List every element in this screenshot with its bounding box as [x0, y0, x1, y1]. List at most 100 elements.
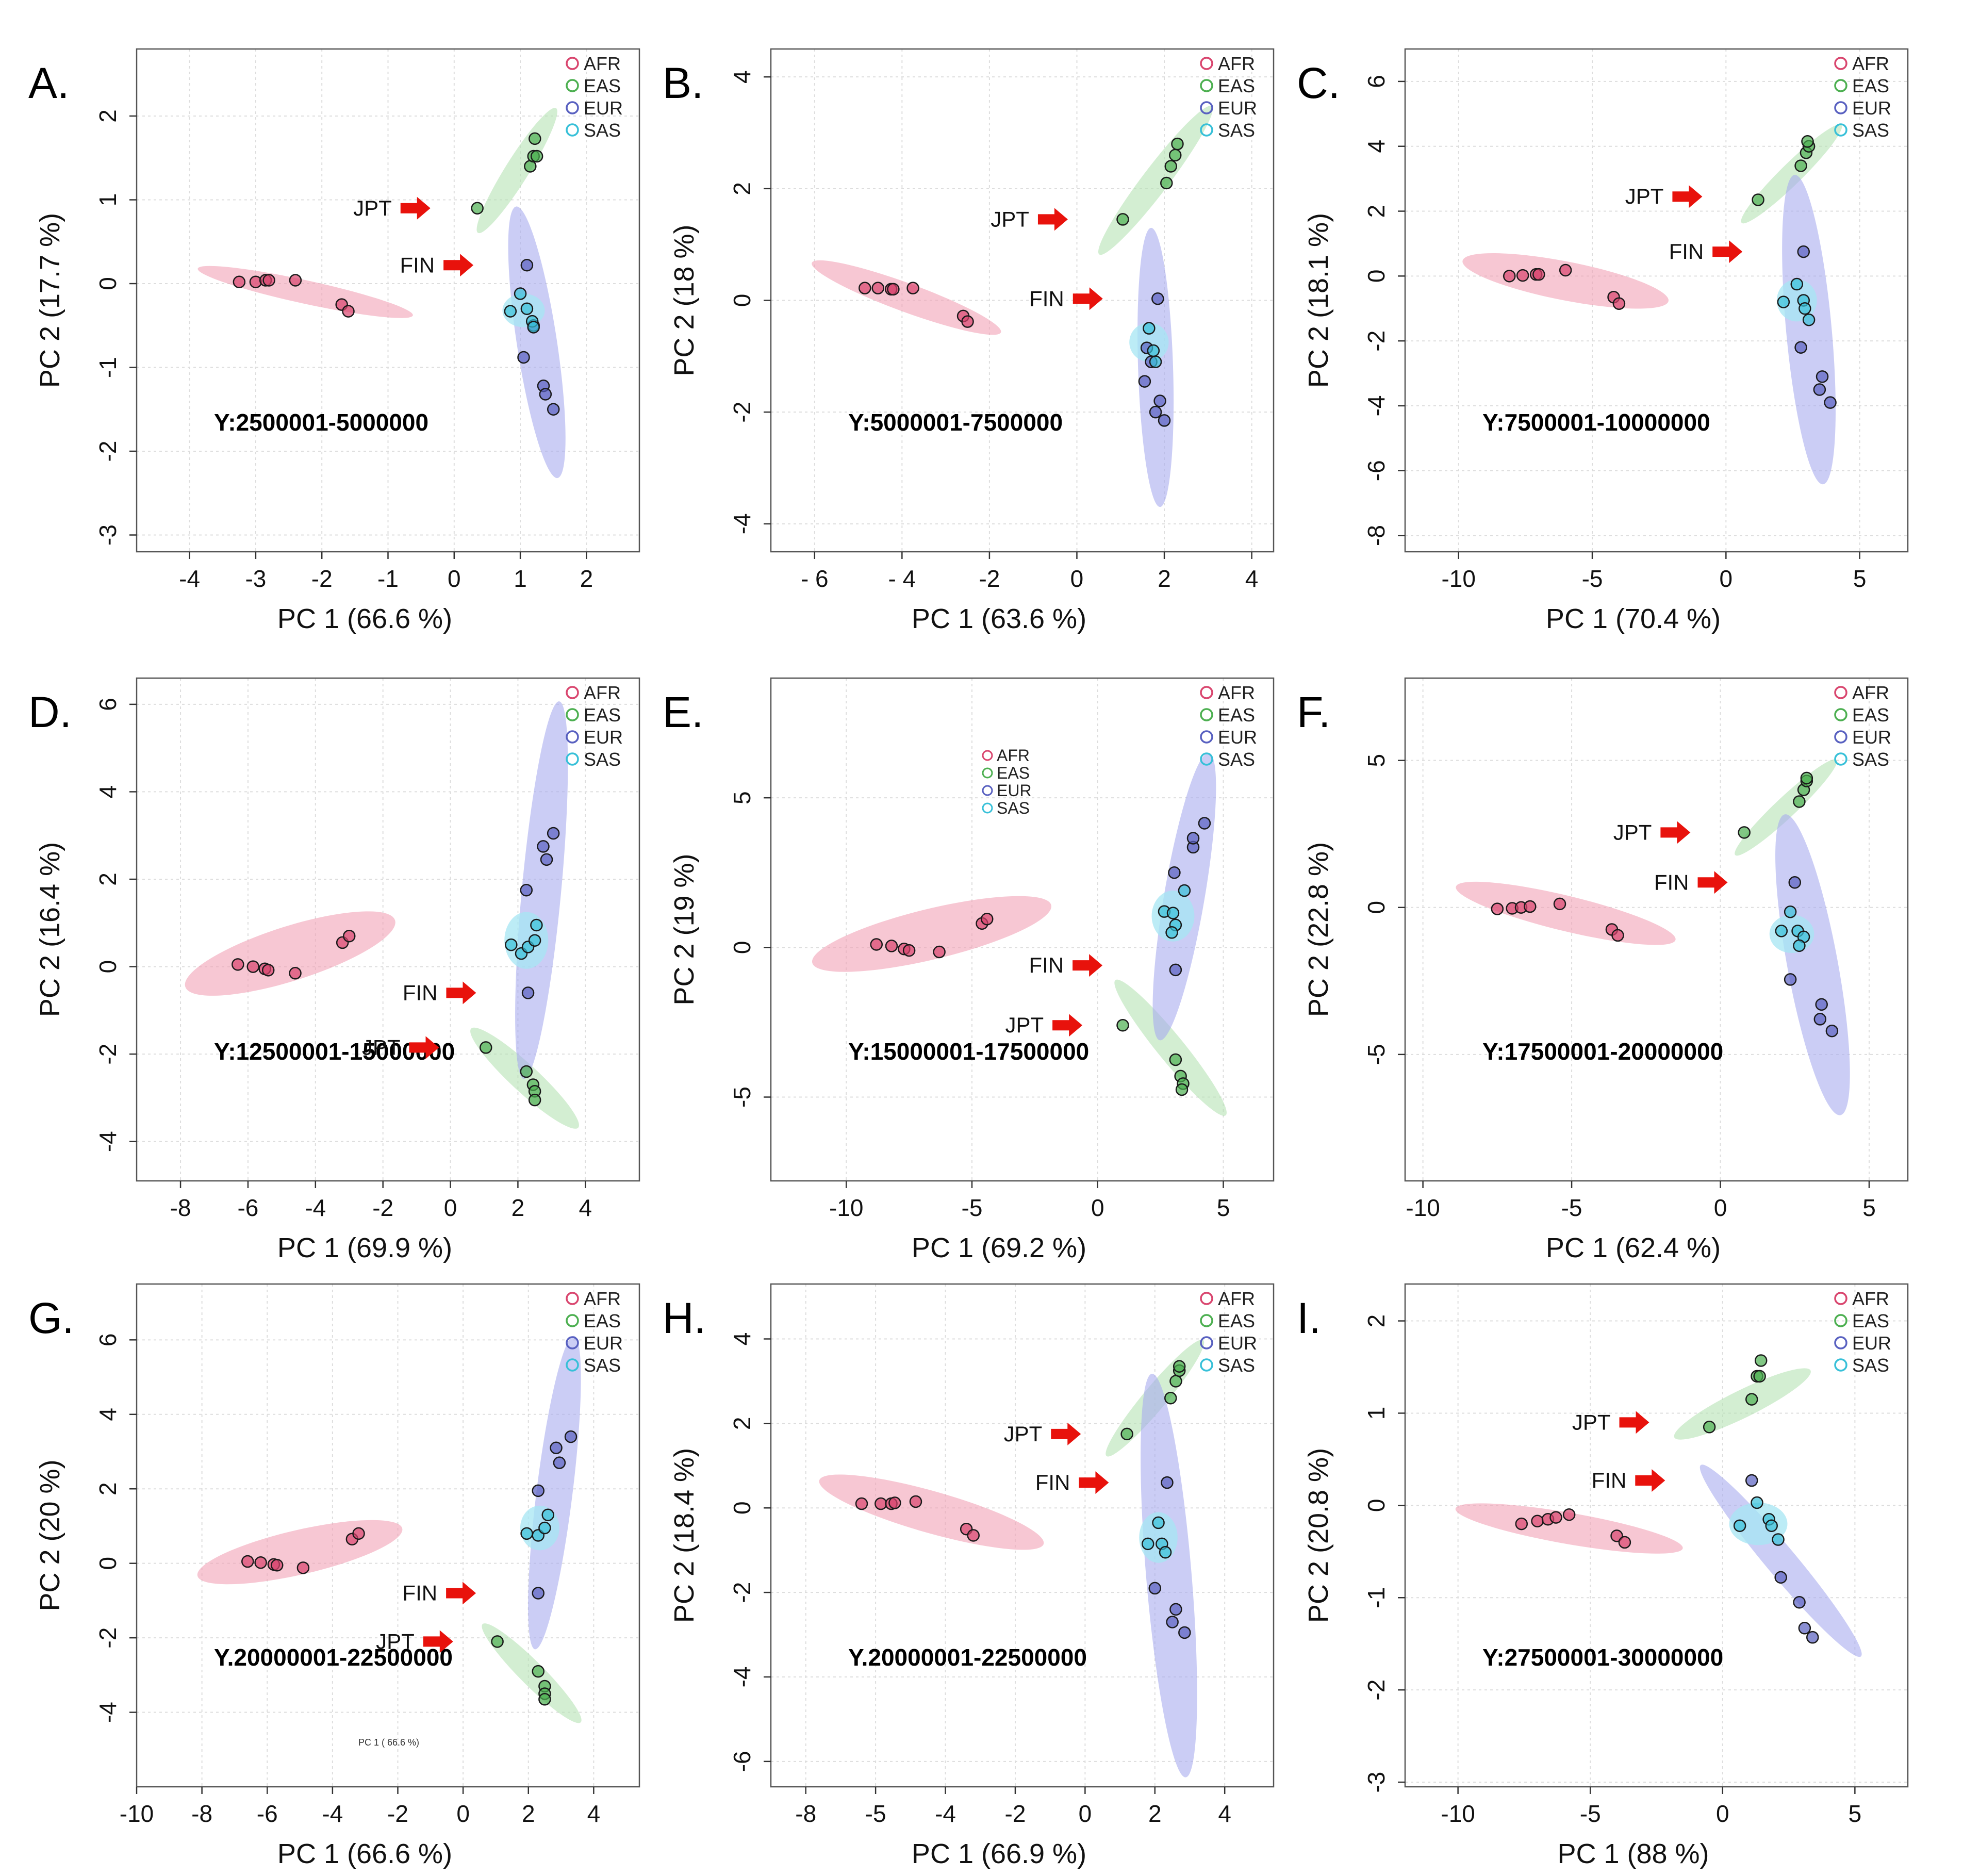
legend-marker-afr — [1200, 1292, 1213, 1305]
legend-label-eur: EUR — [1218, 1332, 1257, 1354]
y-axis-title: PC 2 (20.8 %) — [1303, 1448, 1334, 1623]
y-tick-label: 4 — [729, 70, 755, 84]
annotation-jpt: JPT — [362, 1035, 439, 1059]
point-sas — [520, 302, 534, 315]
point-afr — [1562, 1508, 1576, 1521]
legend-marker-afr — [1200, 57, 1213, 70]
ellipse-sas — [1729, 1502, 1788, 1545]
x-tick-label: 0 — [1714, 1194, 1727, 1221]
x-tick-label: 4 — [1218, 1800, 1231, 1827]
point-afr — [289, 967, 302, 980]
legend-label-eas: EAS — [1218, 704, 1255, 726]
legend-label-sas: SAS — [1218, 1355, 1255, 1376]
legend-label-afr: AFR — [584, 1288, 621, 1309]
point-afr — [885, 940, 898, 952]
right-arrow-icon — [446, 1582, 476, 1605]
point-eur — [1806, 1631, 1819, 1644]
x-tick-label: 1 — [514, 565, 527, 592]
point-afr — [981, 912, 994, 926]
point-eur — [1813, 383, 1826, 396]
inner-legend-label-eas: EAS — [997, 764, 1030, 782]
y-tick-label: -4 — [729, 513, 755, 534]
y-axis-title: PC 2 (16.4 %) — [35, 842, 65, 1017]
point-eas — [1794, 159, 1807, 172]
point-eas — [1116, 213, 1129, 226]
right-arrow-icon — [1079, 1471, 1109, 1494]
point-eas — [1160, 176, 1173, 190]
point-eas — [1169, 1053, 1182, 1066]
point-eas — [1164, 1391, 1177, 1405]
plot-frame — [770, 1283, 1275, 1788]
point-afr — [296, 1561, 310, 1574]
y-tick-label: -1 — [94, 357, 121, 378]
point-sas — [505, 938, 518, 951]
point-eas — [471, 202, 484, 215]
plot-frame — [136, 1283, 640, 1788]
ellipse-eur — [1141, 1374, 1197, 1778]
x-tick-label: -4 — [935, 1800, 956, 1827]
y-tick-label: 0 — [94, 277, 121, 290]
point-eas — [1738, 826, 1751, 839]
point-eur — [553, 1456, 566, 1469]
y-tick-label: -4 — [729, 1667, 755, 1688]
point-afr — [254, 1556, 267, 1569]
y-axis-title: PC 2 (18 %) — [669, 224, 700, 376]
y-tick-label: 2 — [1363, 205, 1390, 218]
inner-legend-marker-afr — [982, 750, 993, 761]
region-title: Y:17500001-20000000 — [1482, 1038, 1723, 1065]
x-tick-label: -2 — [372, 1194, 393, 1221]
legend-marker-eas — [1834, 79, 1847, 92]
region-title: Y:27500001-30000000 — [1482, 1644, 1723, 1671]
point-eur — [1138, 375, 1151, 388]
ellipse-afr — [1456, 881, 1676, 945]
x-axis-title: PC 1 (63.6 %) — [912, 603, 1086, 634]
x-tick-label: 0 — [1070, 565, 1084, 592]
point-sas — [1143, 322, 1156, 335]
point-sas — [1798, 302, 1811, 315]
data-points — [855, 1360, 1191, 1639]
annotation-label-jpt: JPT — [1613, 820, 1652, 844]
legend-label-sas: SAS — [584, 749, 621, 770]
x-tick-label: -10 — [1441, 565, 1475, 592]
y-tick-label: 1 — [1363, 1407, 1390, 1420]
point-eas — [1171, 137, 1184, 151]
region-title: Y:2500001-5000000 — [214, 409, 428, 436]
panel-g: -10 -8 -6 -4 -2 0 2 4 -4 -2 0 2 4 6 PC 1 (66.6 %) PC 2 … — [28, 1283, 640, 1869]
x-tick-label: 4 — [1245, 565, 1259, 592]
y-tick-label: 0 — [1363, 270, 1390, 283]
x-axis-title: PC 1 (62.4 %) — [1546, 1232, 1721, 1263]
data-points — [859, 137, 1184, 427]
y-tick-label: -6 — [1363, 460, 1390, 481]
x-tick-label: -5 — [1561, 1194, 1582, 1221]
point-eur — [1168, 866, 1181, 879]
legend-label-eur: EUR — [584, 97, 623, 119]
inner-legend-label-afr: AFR — [997, 746, 1030, 765]
plot-frame — [1404, 48, 1909, 553]
right-arrow-icon — [446, 981, 476, 1005]
point-eas — [491, 1635, 504, 1648]
point-eas — [1169, 1375, 1182, 1388]
annotation-label-fin: FIN — [1029, 953, 1064, 977]
legend-label-eas: EAS — [1852, 1310, 1889, 1331]
annotation-fin: FIN — [1029, 953, 1103, 977]
point-afr — [906, 282, 919, 294]
point-afr — [232, 958, 244, 971]
point-sas — [1784, 906, 1797, 918]
point-afr — [270, 1559, 284, 1572]
legend-label-sas: SAS — [1218, 120, 1255, 141]
legend-marker-sas — [566, 123, 579, 137]
legend-marker-eas — [566, 708, 579, 721]
grid — [1405, 49, 1908, 552]
point-eur — [1149, 405, 1162, 419]
point-eur — [1824, 396, 1837, 409]
annotation-label-fin: FIN — [402, 1581, 437, 1605]
legend-marker-eas — [1200, 1314, 1213, 1327]
point-eur — [540, 853, 553, 866]
point-afr — [262, 274, 275, 287]
point-eur — [539, 388, 552, 401]
x-tick-label: -5 — [1582, 565, 1603, 592]
